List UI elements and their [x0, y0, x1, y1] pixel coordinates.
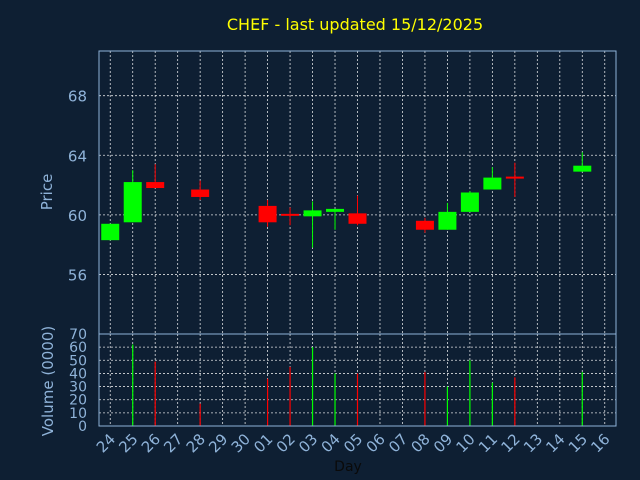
candle-body	[101, 223, 120, 241]
price-tick-labels: 56 60 64 68	[68, 88, 87, 285]
x-tick-labels: 2425262728293001020304050607080910111213…	[93, 430, 614, 456]
y-axis-label: Price	[38, 174, 56, 211]
volume-tick-label: 70	[69, 327, 87, 343]
candle-body	[505, 176, 524, 179]
volume-tick-label: 60	[69, 340, 87, 356]
chart-title: CHEF - last updated 15/12/2025	[227, 15, 483, 34]
candle-body	[281, 213, 300, 216]
price-tick-label: 60	[68, 207, 87, 225]
price-tick-label: 64	[68, 147, 87, 165]
volume-tick-label: 10	[69, 406, 87, 422]
price-tick-label: 68	[68, 88, 87, 106]
volume-bars-group	[132, 344, 583, 426]
candle-body	[123, 182, 142, 223]
candle-body	[258, 205, 277, 223]
candle-body	[348, 213, 367, 224]
volume-tick-label: 0	[78, 419, 87, 435]
candle-body	[146, 182, 165, 189]
volume-tick-label: 30	[69, 380, 87, 396]
candles-group	[101, 152, 592, 248]
candle-body	[415, 220, 434, 230]
price-grid	[99, 51, 616, 334]
x-tick-label: 16	[587, 430, 613, 456]
price-tick-label: 56	[68, 266, 87, 284]
candle-body	[460, 192, 479, 212]
volume-axis-label: Volume (0000)	[39, 326, 57, 436]
candle-body	[483, 177, 502, 190]
candle-body	[438, 211, 457, 230]
volume-panel-frame	[98, 333, 617, 427]
candle-body	[303, 210, 322, 217]
x-axis-label: Day	[334, 459, 362, 475]
candle-body	[191, 189, 210, 197]
candle-body	[326, 208, 345, 212]
volume-tick-label: 40	[69, 366, 87, 382]
volume-tick-label: 20	[69, 393, 87, 409]
candle-body	[573, 165, 592, 172]
volume-tick-label: 50	[69, 353, 87, 369]
